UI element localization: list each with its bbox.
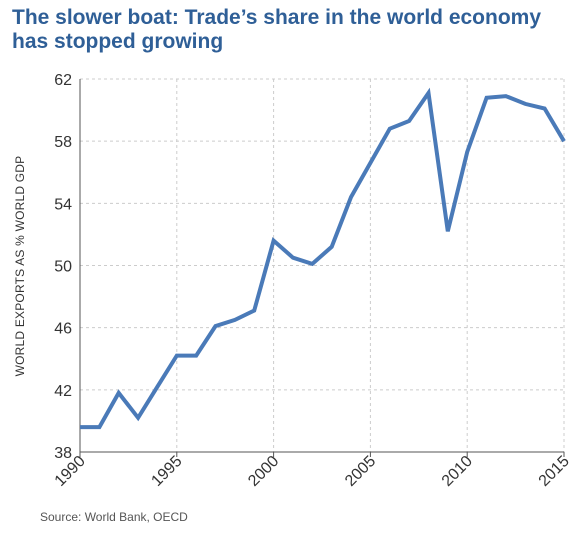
x-tick-label-2000: 2000 [245, 453, 282, 490]
data-point-2004 [349, 195, 353, 199]
data-point-1993 [136, 416, 140, 420]
y-axis-title: WORLD EXPORTS AS % WORLD GDP [13, 156, 27, 377]
data-point-1991 [97, 425, 101, 429]
y-tick-label-46: 46 [54, 321, 72, 338]
x-tick-label-2010: 2010 [439, 453, 476, 490]
data-point-2005 [368, 161, 372, 165]
data-point-2007 [407, 119, 411, 123]
y-tick-label-62: 62 [54, 72, 72, 89]
chart-title: The slower boat: Trade’s share in the wo… [12, 6, 542, 53]
data-point-2013 [523, 102, 527, 106]
series [78, 87, 566, 430]
axes [79, 79, 565, 457]
data-point-1999 [252, 309, 256, 313]
source-note: Source: World Bank, OECD [40, 510, 188, 524]
data-point-2010 [465, 150, 469, 154]
data-point-2009 [446, 229, 450, 233]
data-point-2002 [310, 262, 314, 266]
series-line [80, 87, 566, 430]
data-point-1995 [175, 354, 179, 358]
data-point-2008 [426, 91, 430, 95]
data-point-2000 [272, 239, 276, 243]
y-tick-label-50: 50 [54, 259, 72, 276]
data-point-2011 [485, 96, 489, 100]
x-tick-label-2005: 2005 [342, 453, 379, 490]
data-point-1997 [214, 324, 218, 328]
y-tick-label-58: 58 [54, 134, 72, 151]
x-tick-label-1995: 1995 [148, 453, 185, 490]
data-point-1994 [155, 385, 159, 389]
y-tick-label-42: 42 [54, 383, 72, 400]
x-tick-label-2015: 2015 [536, 453, 573, 490]
data-point-2001 [291, 256, 295, 260]
data-point-2006 [388, 127, 392, 131]
y-tick-label-38: 38 [54, 445, 72, 462]
data-point-2012 [504, 94, 508, 98]
data-point-2014 [543, 107, 547, 111]
data-point-1998 [233, 318, 237, 322]
grid [80, 78, 565, 452]
y-tick-label-54: 54 [54, 196, 72, 213]
data-point-1996 [194, 354, 198, 358]
data-point-2003 [330, 245, 334, 249]
data-point-1992 [117, 391, 121, 395]
data-point-1990 [78, 425, 82, 429]
data-point-2015 [562, 139, 566, 143]
